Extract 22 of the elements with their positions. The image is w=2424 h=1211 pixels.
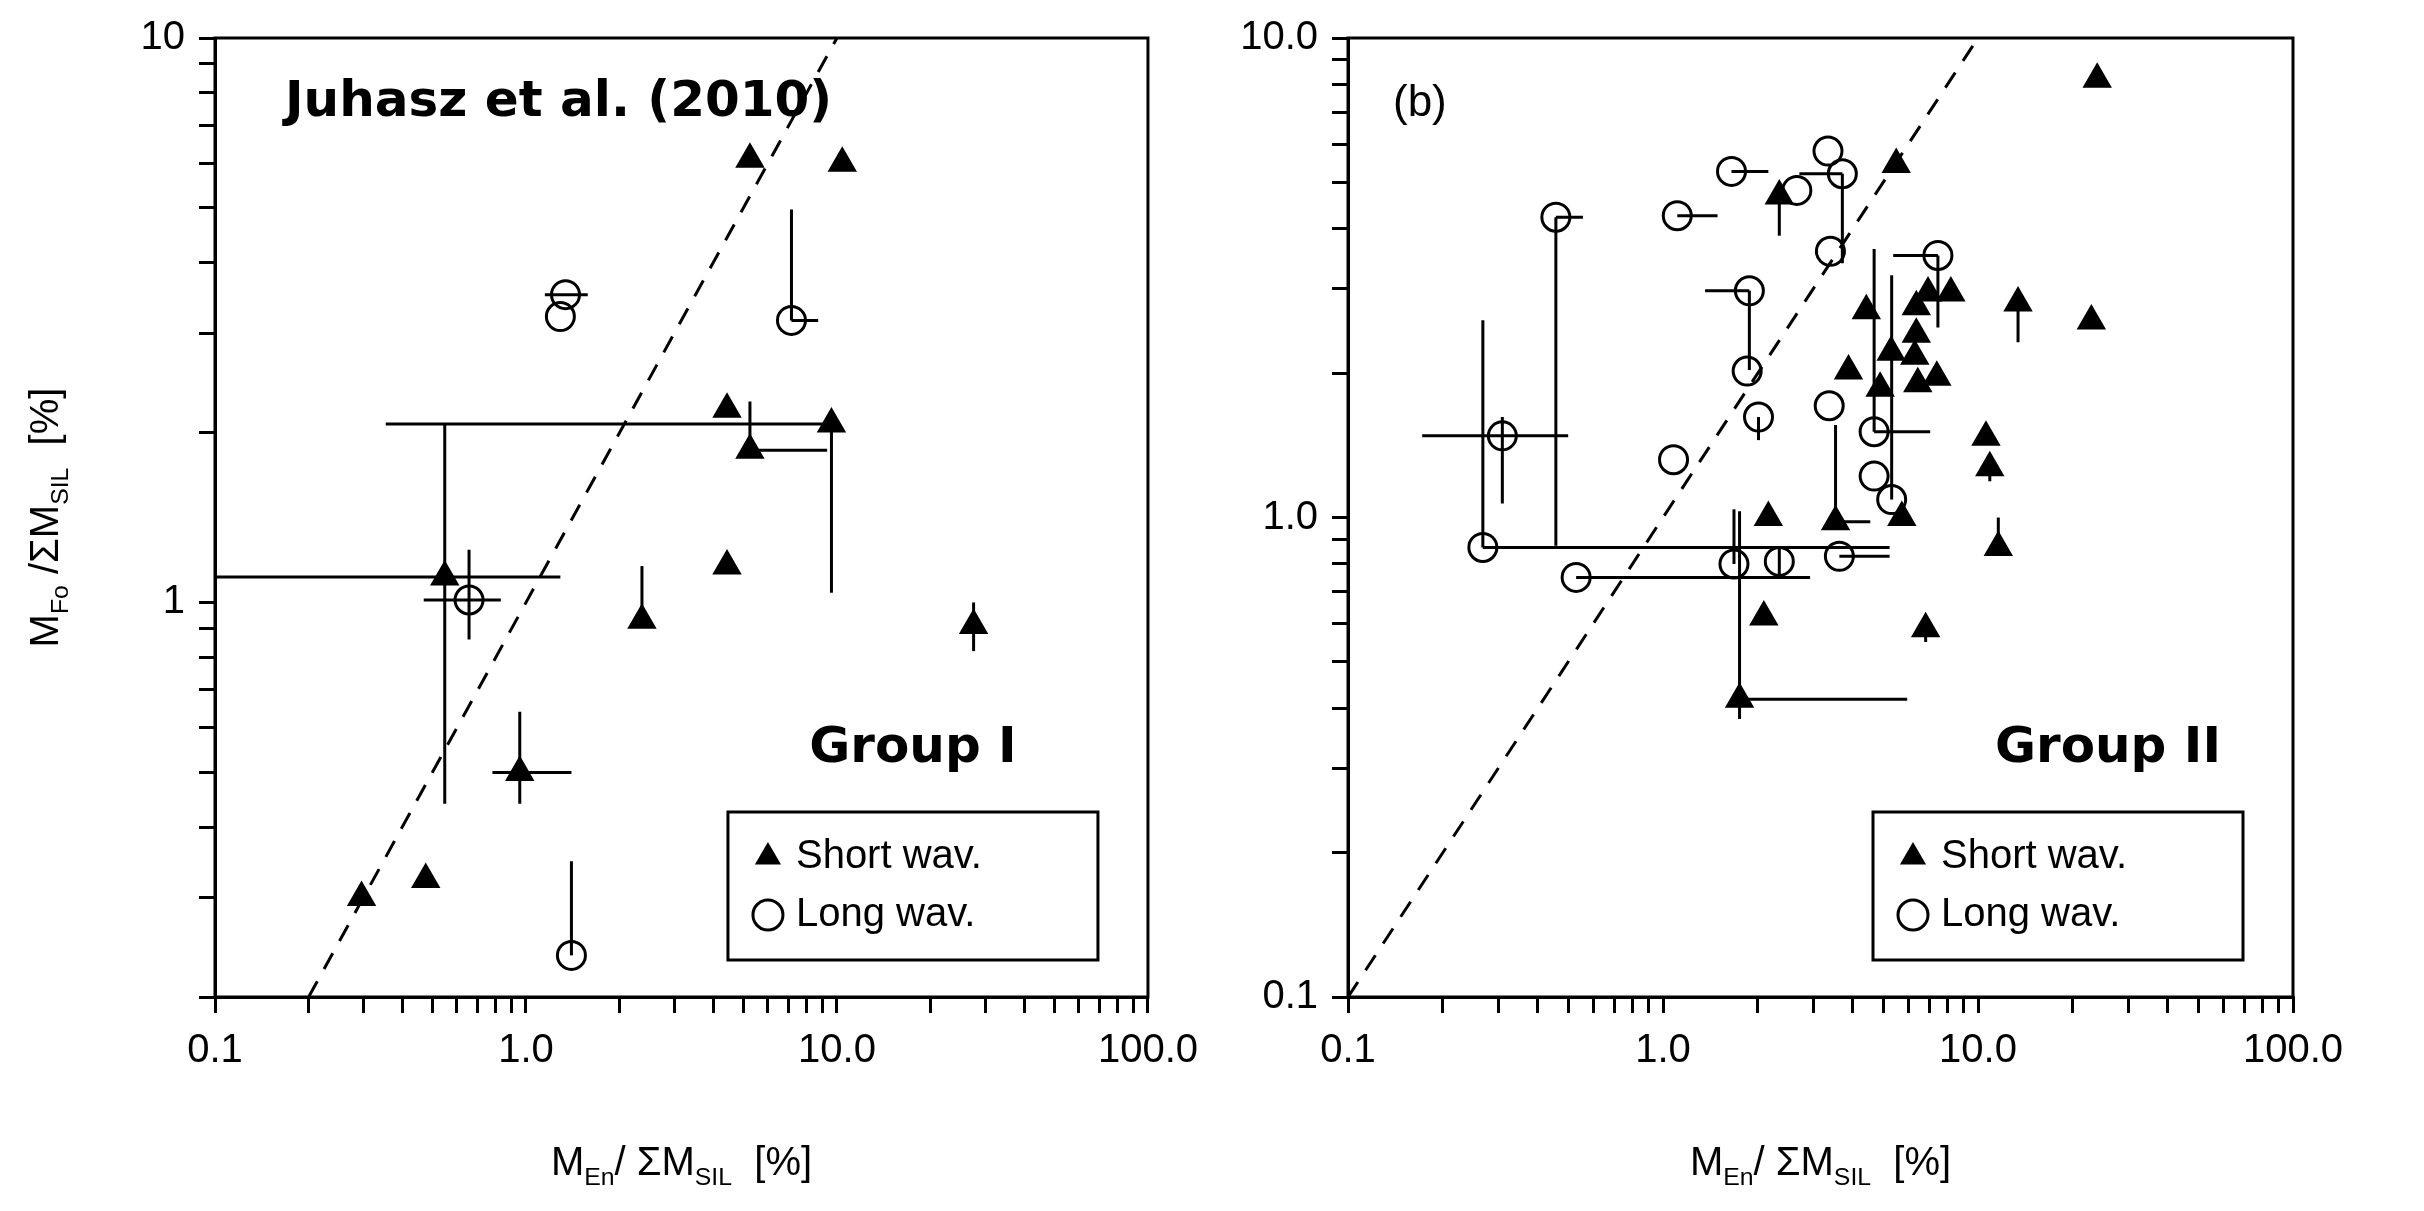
y-axis-title: MFo /ΣMSIL [%] <box>22 387 73 648</box>
legend-label: Short wav. <box>1941 832 2127 877</box>
x-tick-label: 100.0 <box>1097 1026 1199 1071</box>
annotation: Group I <box>809 716 1017 774</box>
y-tick-label: 10 <box>140 13 185 58</box>
y-tick-label: 1.0 <box>1262 492 1318 537</box>
annotation: Group II <box>1994 716 2222 774</box>
x-tick-label: 0.1 <box>1320 1026 1376 1071</box>
legend-label: Short wav. <box>795 832 982 877</box>
y-tick-label: 0.1 <box>1262 972 1318 1017</box>
x-tick-label: 10.0 <box>798 1026 876 1071</box>
x-tick-label: 1.0 <box>1635 1026 1691 1071</box>
y-tick-label: 10.0 <box>1240 13 1318 58</box>
x-tick-label: 1.0 <box>498 1026 554 1071</box>
legend-label: Long wav. <box>795 890 976 935</box>
x-tick-label: 10.0 <box>1939 1026 2017 1071</box>
x-tick-label: 0.1 <box>187 1026 243 1071</box>
annotation: Juhasz et al. (2010) <box>282 70 833 128</box>
y-tick-label: 1 <box>162 577 185 622</box>
annotation: (b) <box>1393 76 1447 125</box>
x-tick-label: 100.0 <box>2242 1026 2344 1071</box>
legend-label: Long wav. <box>1941 890 2121 935</box>
